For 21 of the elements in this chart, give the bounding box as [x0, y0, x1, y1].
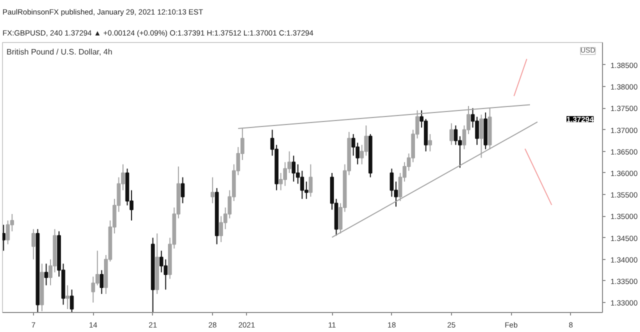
candlestick [304, 181, 308, 200]
candlestick [70, 289, 74, 312]
candlestick [278, 172, 283, 191]
candlestick [292, 155, 296, 182]
candlestick [283, 162, 288, 186]
candlestick [210, 176, 214, 204]
candlestick [180, 176, 185, 204]
candlestick [390, 168, 394, 198]
candlestick [100, 270, 104, 294]
candlestick [424, 118, 428, 152]
text: British Pound / U.S. Dollar, 4h [6, 48, 112, 56]
candlestick [32, 228, 36, 260]
candlestick [2, 224, 6, 252]
candlestick [454, 124, 458, 146]
candlestick [219, 216, 224, 243]
candlestick [428, 134, 432, 152]
candlestick [91, 276, 96, 304]
candlestick [66, 284, 70, 310]
candlestick [450, 122, 454, 146]
candlestick [308, 164, 313, 198]
candlestick [44, 263, 48, 286]
